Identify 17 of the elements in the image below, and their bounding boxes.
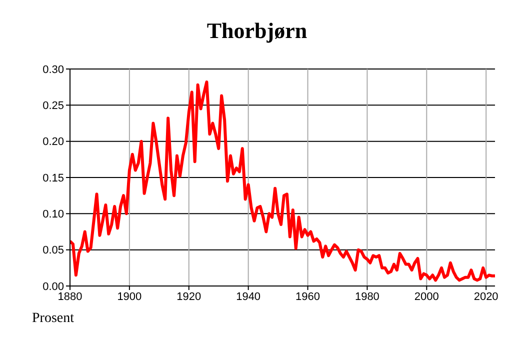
x-tick-label: 1900 bbox=[117, 290, 142, 303]
y-tick-label: 0.25 bbox=[42, 100, 64, 112]
x-tick-label: 1980 bbox=[354, 290, 380, 303]
y-tick-label: 0.10 bbox=[42, 208, 64, 221]
y-tick-label: 0.30 bbox=[42, 64, 64, 76]
x-tick-label: 1960 bbox=[296, 290, 320, 303]
x-tick-label: 1940 bbox=[236, 290, 261, 303]
y-axis-title: Prosent bbox=[32, 311, 74, 327]
y-tick-label: 0.20 bbox=[42, 136, 64, 148]
x-tick-label: 2000 bbox=[414, 290, 439, 303]
y-tick-label: 0.05 bbox=[42, 244, 64, 257]
x-tick-label: 1880 bbox=[58, 290, 82, 303]
chart-title: Thorbjørn bbox=[206, 18, 308, 44]
y-tick-label: 0.15 bbox=[42, 172, 64, 184]
x-tick-label: 1920 bbox=[176, 290, 202, 303]
x-tick-label: 2020 bbox=[474, 290, 498, 303]
y-tick-label: 0.00 bbox=[42, 280, 64, 293]
